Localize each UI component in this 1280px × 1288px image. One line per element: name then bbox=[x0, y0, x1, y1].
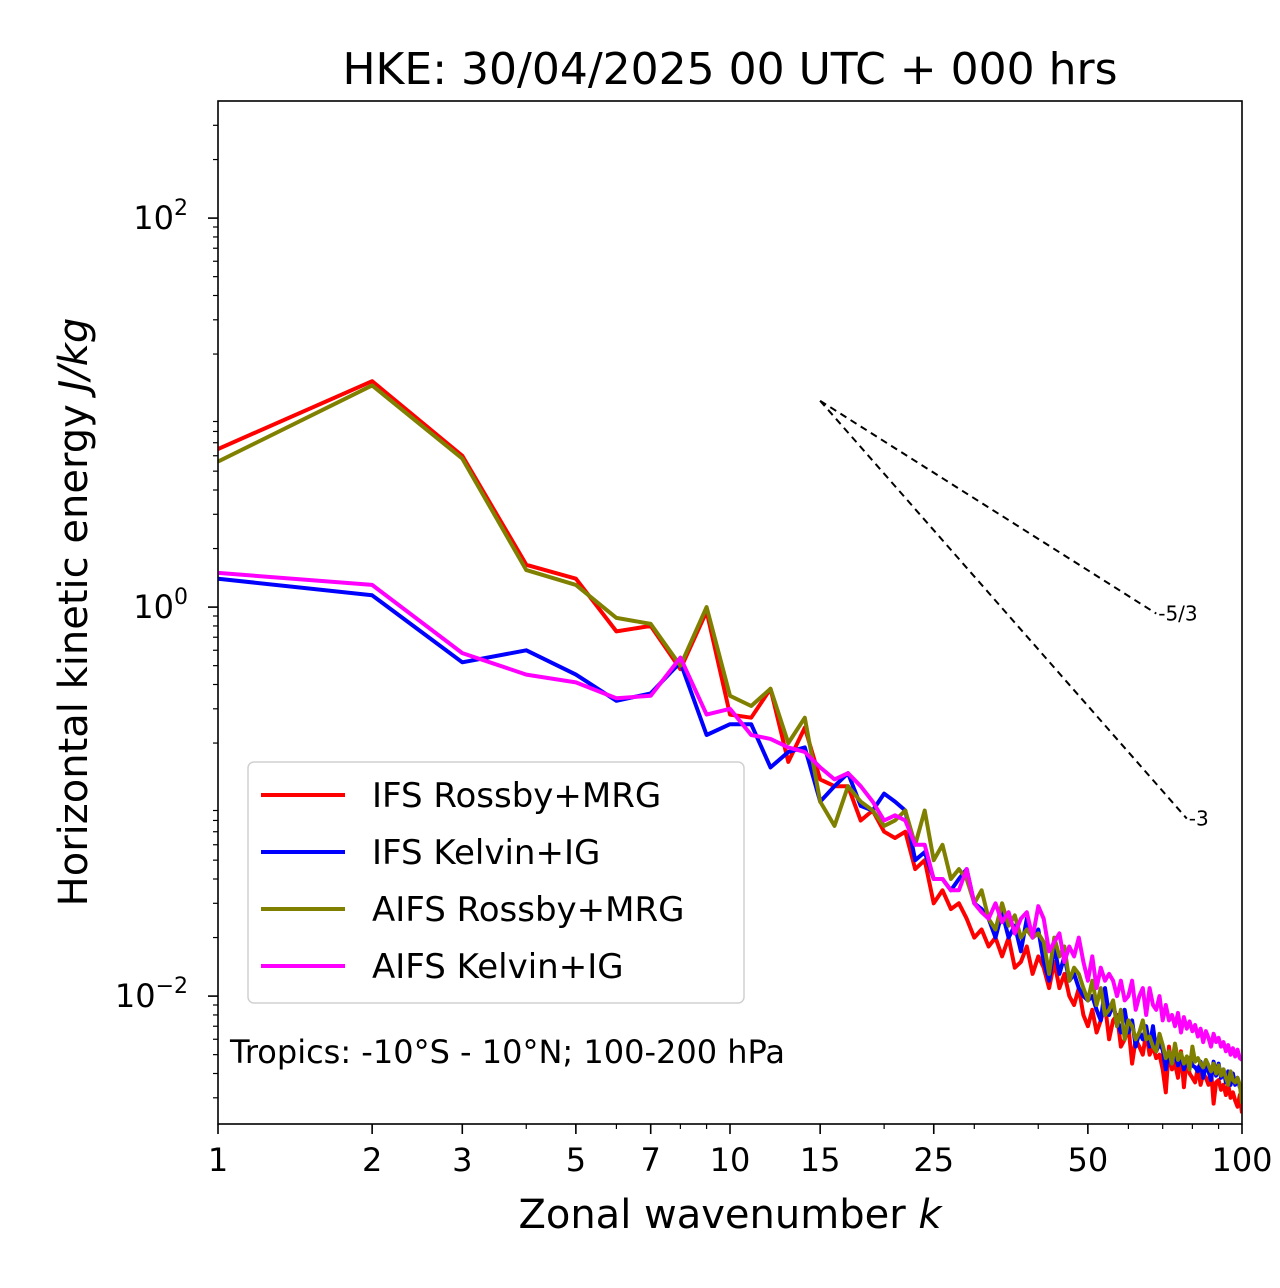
reference-slope-label: -3 bbox=[1189, 807, 1209, 831]
x-axis-label: Zonal wavenumber k bbox=[518, 1192, 943, 1238]
y-tick-label: 10−2 bbox=[115, 974, 188, 1015]
legend-entry-label: AIFS Rossby+MRG bbox=[372, 890, 684, 930]
reference-slope-line bbox=[819, 400, 1188, 820]
y-axis-label: Horizontal kinetic energy J/kg bbox=[51, 318, 97, 907]
x-tick-label: 100 bbox=[1211, 1141, 1272, 1179]
x-tick-label: 7 bbox=[641, 1141, 661, 1179]
reference-slope-label: -5/3 bbox=[1158, 602, 1197, 626]
chart-title: HKE: 30/04/2025 00 UTC + 000 hrs bbox=[342, 44, 1117, 95]
legend-box bbox=[247, 761, 745, 1004]
series-line bbox=[218, 383, 1242, 1104]
x-tick-label: 25 bbox=[913, 1141, 954, 1179]
x-tick-label: 15 bbox=[800, 1141, 841, 1179]
series-line bbox=[218, 570, 1242, 1062]
reference-slope-line bbox=[819, 399, 1157, 615]
legend-entry-label: IFS Rossby+MRG bbox=[372, 776, 661, 816]
x-tick-label: 2 bbox=[362, 1141, 382, 1179]
x-tick-label: 3 bbox=[452, 1141, 472, 1179]
x-tick-label: 10 bbox=[710, 1141, 751, 1179]
legend-entry-label: AIFS Kelvin+IG bbox=[372, 947, 624, 987]
legend: IFS Rossby+MRG IFS Kelvin+IG AIFS Rossby+M… bbox=[247, 761, 745, 1004]
region-annotation: Tropics: -10°S - 10°N; 100-200 hPa bbox=[229, 1033, 785, 1071]
plot-frame bbox=[217, 100, 1243, 1125]
x-tick-label: 50 bbox=[1068, 1141, 1109, 1179]
x-tick-label: 5 bbox=[566, 1141, 586, 1179]
x-tick-label: 1 bbox=[208, 1141, 228, 1179]
y-tick-label: 102 bbox=[133, 196, 188, 237]
legend-entry-label: IFS Kelvin+IG bbox=[372, 833, 600, 873]
y-tick-label: 100 bbox=[133, 585, 188, 626]
